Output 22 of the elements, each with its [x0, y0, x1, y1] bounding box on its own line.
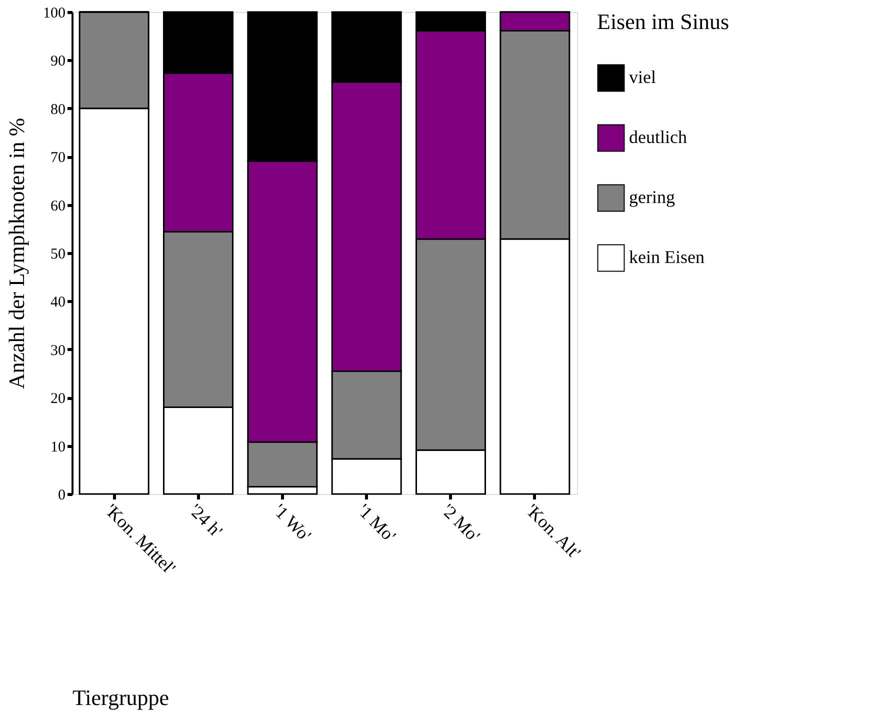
- x-tick-label: '1 Wo': [270, 500, 316, 546]
- x-tick-label: '2 Mo': [438, 500, 484, 546]
- y-tick-label: 0: [58, 488, 66, 504]
- legend-label: viel: [629, 67, 656, 87]
- x-tick-label: '1 Mo': [354, 500, 400, 546]
- legend-label: gering: [629, 187, 675, 207]
- y-tick-label: 80: [50, 102, 66, 118]
- y-tick-label: 90: [50, 54, 66, 70]
- y-tick-label: 10: [50, 439, 66, 456]
- y-tick-label: 50: [50, 246, 66, 262]
- y-tick-label: 70: [50, 150, 66, 166]
- y-tick-label: 100: [43, 6, 66, 22]
- legend-label: kein Eisen: [629, 247, 704, 267]
- y-tick-label: 30: [50, 342, 66, 359]
- legend-title: Eisen im Sinus: [597, 9, 730, 34]
- legend-label: deutlich: [629, 127, 687, 147]
- x-axis-title: Tiergruppe: [72, 685, 170, 710]
- y-axis-title: Anzahl der Lymphknoten in %: [4, 118, 29, 390]
- y-tick-label: 60: [50, 198, 66, 214]
- x-tick-label: '24 h': [186, 500, 227, 542]
- y-tick-label: 20: [50, 391, 66, 408]
- y-tick-label: 40: [50, 294, 66, 311]
